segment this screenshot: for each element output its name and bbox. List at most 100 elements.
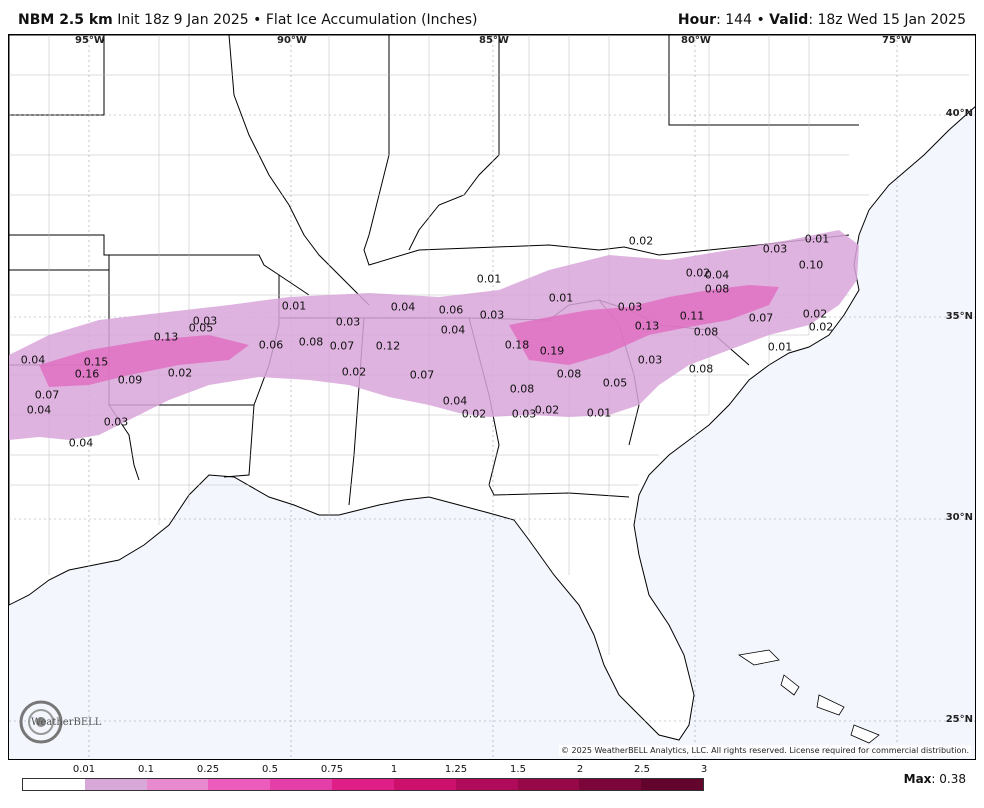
ice-value-label: 0.04 xyxy=(20,353,46,367)
latitude-label-40n: 40°N xyxy=(945,108,973,119)
weatherbell-logo: WeatherBELL xyxy=(13,697,103,747)
latitude-label-25n: 25°N xyxy=(945,714,973,725)
ice-band-mid xyxy=(39,285,779,387)
legend-color-segment xyxy=(641,779,703,790)
legend-tick-label: 1.25 xyxy=(444,764,468,775)
map-canvas xyxy=(9,35,975,759)
longitude-label-95w: 95°W xyxy=(75,35,105,46)
ice-value-label: 0.06 xyxy=(258,338,284,352)
ice-band-light xyxy=(9,230,859,440)
ice-value-label: 0.07 xyxy=(34,388,60,402)
legend-color-segment xyxy=(579,779,642,790)
ice-value-label: 0.05 xyxy=(188,321,214,335)
ice-value-label: 0.07 xyxy=(329,339,355,353)
ice-value-label: 0.08 xyxy=(688,362,714,376)
max-value: Max: 0.38 xyxy=(903,772,966,786)
ice-value-label: 0.04 xyxy=(26,403,52,417)
legend-tick-label: 0.01 xyxy=(72,764,96,775)
ice-value-label: 0.09 xyxy=(117,373,143,387)
model-name: NBM 2.5 km xyxy=(18,12,113,28)
hour-value: 144 xyxy=(725,12,752,28)
map-area: 95°W 90°W 85°W 80°W 75°W 40°N 35°N 30°N … xyxy=(8,34,976,760)
ice-value-label: 0.11 xyxy=(679,309,705,323)
forecast-time: Hour: 144 • Valid: 18z Wed 15 Jan 2025 xyxy=(677,12,966,28)
longitude-label-80w: 80°W xyxy=(681,35,711,46)
logo-swirl-icon xyxy=(19,700,63,744)
ice-value-label: 0.03 xyxy=(335,315,361,329)
ice-value-label: 0.13 xyxy=(634,319,660,333)
longitude-label-75w: 75°W xyxy=(882,35,912,46)
legend-tick-label: 0.5 xyxy=(262,764,278,775)
latitude-label-35n: 35°N xyxy=(945,311,973,322)
ice-value-label: 0.01 xyxy=(548,291,574,305)
ice-value-label: 0.03 xyxy=(103,415,129,429)
ice-value-label: 0.04 xyxy=(68,436,94,450)
ice-value-label: 0.16 xyxy=(74,367,100,381)
hour-label: Hour xyxy=(677,12,717,28)
ice-value-label: 0.13 xyxy=(153,330,179,344)
ice-value-label: 0.03 xyxy=(762,242,788,256)
ice-value-label: 0.02 xyxy=(628,234,654,248)
longitude-label-90w: 90°W xyxy=(277,35,307,46)
ice-value-label: 0.12 xyxy=(375,339,401,353)
ice-value-label: 0.02 xyxy=(534,403,560,417)
latitude-label-30n: 30°N xyxy=(945,512,973,523)
logo-text: WeatherBELL xyxy=(31,717,102,728)
init-time: Init 18z 9 Jan 2025 xyxy=(117,12,249,28)
legend-color-segment xyxy=(146,779,209,790)
ice-value-label: 0.02 xyxy=(341,365,367,379)
ice-value-label: 0.02 xyxy=(808,320,834,334)
ice-value-label: 0.03 xyxy=(511,407,537,421)
legend-bar xyxy=(22,778,704,791)
ice-value-label: 0.04 xyxy=(704,268,730,282)
ice-value-label: 0.01 xyxy=(767,340,793,354)
ice-value-label: 0.18 xyxy=(504,338,530,352)
ice-value-label: 0.03 xyxy=(192,314,218,328)
ice-value-label: 0.10 xyxy=(798,258,824,272)
ice-value-label: 0.08 xyxy=(693,325,719,339)
ice-value-label: 0.07 xyxy=(748,311,774,325)
title-separator: • xyxy=(253,12,262,28)
legend-tick-label: 2 xyxy=(576,764,584,775)
ice-value-label: 0.02 xyxy=(802,307,828,321)
ice-value-label: 0.04 xyxy=(390,300,416,314)
bahamas-islands xyxy=(737,649,880,744)
legend-color-segment xyxy=(84,779,147,790)
legend-tick-label: 2.5 xyxy=(634,764,650,775)
legend-tick-label: 0.25 xyxy=(196,764,220,775)
longitude-label-85w: 85°W xyxy=(479,35,509,46)
ice-value-label: 0.04 xyxy=(442,394,468,408)
ice-value-label: 0.08 xyxy=(298,335,324,349)
ice-value-label: 0.03 xyxy=(617,300,643,314)
ice-value-label: 0.04 xyxy=(440,323,466,337)
ice-value-label: 0.08 xyxy=(704,282,730,296)
legend-tick-label: 1.5 xyxy=(510,764,526,775)
legend-color-segment xyxy=(517,779,580,790)
ice-value-label: 0.08 xyxy=(556,367,582,381)
ice-value-label: 0.06 xyxy=(438,303,464,317)
valid-value: 18z Wed 15 Jan 2025 xyxy=(817,12,966,28)
ice-value-label: 0.01 xyxy=(281,299,307,313)
ice-value-label: 0.08 xyxy=(509,382,535,396)
ice-value-label: 0.15 xyxy=(83,355,109,369)
valid-label: Valid xyxy=(769,12,809,28)
max-label-text: Max xyxy=(903,772,932,786)
ice-value-label: 0.02 xyxy=(461,407,487,421)
ice-value-label: 0.03 xyxy=(637,353,663,367)
legend-tick-label: 3 xyxy=(700,764,708,775)
header: NBM 2.5 km Init 18z 9 Jan 2025 • Flat Ic… xyxy=(0,0,984,34)
ice-value-label: 0.02 xyxy=(167,366,193,380)
legend-tick-label: 1 xyxy=(390,764,398,775)
map-title: NBM 2.5 km Init 18z 9 Jan 2025 • Flat Ic… xyxy=(18,12,477,28)
legend-color-segment xyxy=(270,779,333,790)
ice-value-label: 0.05 xyxy=(602,376,628,390)
legend-tick-label: 0.1 xyxy=(138,764,154,775)
ice-value-label: 0.02 xyxy=(685,266,711,280)
copyright-notice: © 2025 WeatherBELL Analytics, LLC. All r… xyxy=(559,745,971,756)
legend-color-segment xyxy=(332,779,394,790)
product-name: Flat Ice Accumulation (Inches) xyxy=(265,12,478,28)
time-separator: • xyxy=(756,12,765,28)
ice-value-label: 0.01 xyxy=(586,406,612,420)
legend-color-segment xyxy=(455,779,518,790)
max-value-number: 0.38 xyxy=(939,772,966,786)
